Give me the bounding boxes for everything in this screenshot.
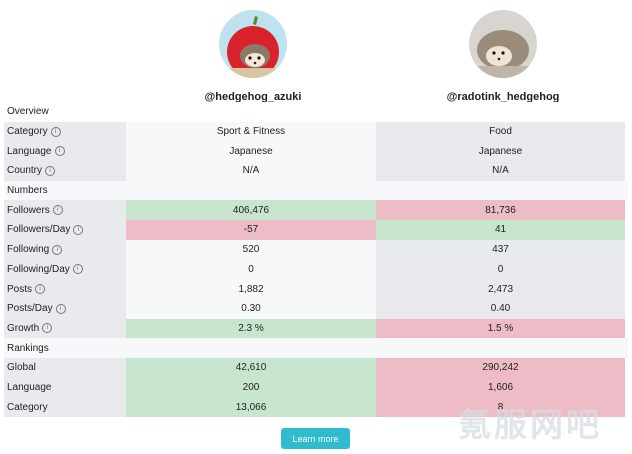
cell-a: Japanese [126, 141, 376, 162]
cell-a: 520 [126, 239, 376, 260]
table-row-followers: Followers i 406,476 81,736 [4, 200, 628, 221]
cell-a: N/A [126, 161, 376, 181]
profile-radotink-hedgehog: @radotink_hedgehog [428, 10, 578, 103]
cell-b: 0 [376, 259, 625, 280]
cell-a: 406,476 [126, 200, 376, 221]
info-icon[interactable]: i [52, 205, 63, 216]
avatar[interactable] [469, 10, 537, 78]
row-label: Global [4, 357, 126, 378]
cell-a: 2.3 % [126, 318, 376, 339]
table-row-rank-language: Language 200 1,606 [4, 377, 628, 398]
row-label: Growth i [4, 318, 126, 339]
cell-b: 1,606 [376, 377, 625, 398]
section-rankings: Rankings [4, 338, 628, 358]
profile-handle[interactable]: @hedgehog_azuki [204, 91, 302, 103]
cell-b: 290,242 [376, 357, 625, 378]
info-icon[interactable]: i [35, 284, 46, 295]
cell-a: 0.30 [126, 298, 376, 319]
table-row-followers-day: Followers/Day i -57 41 [4, 220, 628, 240]
cell-b: 8 [376, 397, 625, 417]
cell-a: -57 [126, 220, 376, 240]
row-label: Language [4, 377, 126, 398]
info-icon[interactable]: i [72, 264, 83, 275]
table-row-language: Language i Japanese Japanese [4, 141, 628, 162]
row-label: Category [4, 397, 126, 417]
comparison-table: Overview Category i Sport & Fitness Food … [4, 102, 628, 417]
table-row-following: Following i 520 437 [4, 239, 628, 260]
cell-a: 1,882 [126, 279, 376, 299]
cell-a: 42,610 [126, 357, 376, 378]
row-label: Posts i [4, 279, 126, 299]
row-label: Followers/Day i [4, 220, 126, 240]
cell-a: 0 [126, 259, 376, 280]
learn-more-button[interactable]: Learn more [281, 428, 350, 449]
profile-handle[interactable]: @radotink_hedgehog [446, 91, 560, 103]
table-row-rank-category: Category 13,066 8 [4, 397, 628, 417]
table-row-rank-global: Global 42,610 290,242 [4, 357, 628, 378]
cell-b: 1.5 % [376, 318, 625, 339]
table-row-country: Country i N/A N/A [4, 161, 628, 181]
profile-hedgehog-azuki: @hedgehog_azuki [178, 10, 328, 103]
cell-b: N/A [376, 161, 625, 181]
table-row-posts: Posts i 1,882 2,473 [4, 279, 628, 299]
cell-a: Sport & Fitness [126, 121, 376, 142]
row-label: Country i [4, 161, 126, 181]
cell-b: 81,736 [376, 200, 625, 221]
row-label: Posts/Day i [4, 298, 126, 319]
row-label: Followers i [4, 200, 126, 221]
table-row-following-day: Following/Day i 0 0 [4, 259, 628, 280]
table-row-category: Category i Sport & Fitness Food [4, 121, 628, 142]
row-label: Following i [4, 239, 126, 260]
watermark: 氪服网吧 [458, 405, 602, 444]
cell-b: 0.40 [376, 298, 625, 319]
table-row-growth: Growth i 2.3 % 1.5 % [4, 318, 628, 339]
section-overview: Overview [4, 102, 628, 122]
info-icon[interactable]: i [50, 126, 61, 137]
row-label: Category i [4, 121, 126, 142]
row-label: Following/Day i [4, 259, 126, 280]
cell-b: 41 [376, 220, 625, 240]
section-numbers: Numbers [4, 180, 628, 201]
info-icon[interactable]: i [42, 323, 53, 334]
info-icon[interactable]: i [55, 303, 66, 314]
cell-a: 13,066 [126, 397, 376, 417]
avatar[interactable] [219, 10, 287, 78]
info-icon[interactable]: i [54, 146, 65, 157]
row-label: Language i [4, 141, 126, 162]
cell-a: 200 [126, 377, 376, 398]
cell-b: Japanese [376, 141, 625, 162]
hedgehog-avatar-image [469, 10, 537, 78]
cell-b: 437 [376, 239, 625, 260]
info-icon[interactable]: i [52, 244, 63, 255]
info-icon[interactable]: i [73, 224, 84, 235]
cell-b: Food [376, 121, 625, 142]
table-row-posts-day: Posts/Day i 0.30 0.40 [4, 298, 628, 319]
hedgehog-apple-avatar-image [219, 10, 287, 78]
cell-b: 2,473 [376, 279, 625, 299]
info-icon[interactable]: i [45, 165, 56, 176]
